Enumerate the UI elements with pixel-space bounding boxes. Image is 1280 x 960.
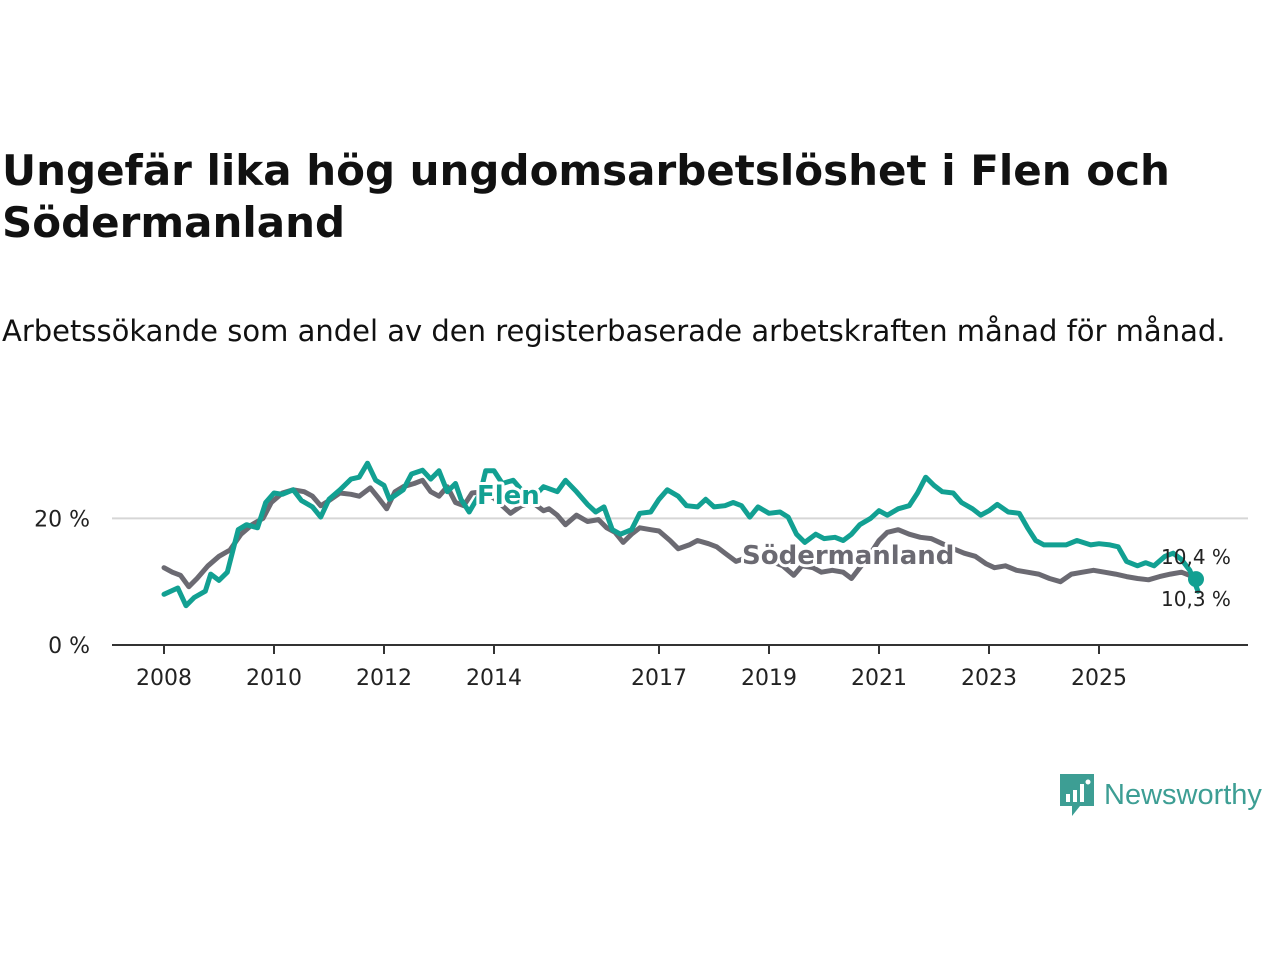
x-tick-label: 2014 <box>466 666 522 691</box>
series-label-sodermanland: Södermanland <box>742 541 954 571</box>
end-point-dot <box>1188 571 1204 588</box>
y-tick-label: 0 % <box>48 634 90 659</box>
line-chart: Flen Södermanland 10,4 % 10,3 % 0 % 20 % 2008… <box>34 460 1248 691</box>
newsworthy-logo: Newsworthy <box>1058 772 1262 818</box>
label-layer: Flen Södermanland 10,4 % 10,3 % <box>474 478 1231 611</box>
x-tick-label: 2023 <box>961 666 1017 691</box>
x-tick-label: 2008 <box>136 666 192 691</box>
chart-title: Ungefär lika hög ungdomsarbetslöshet i F… <box>2 146 1170 247</box>
newsworthy-icon <box>1060 774 1094 816</box>
chart-subtitle: Arbetssökande som andel av den registerb… <box>2 314 1226 348</box>
x-tick-label: 2021 <box>851 666 907 691</box>
brand-name: Newsworthy <box>1104 778 1262 811</box>
x-tick-label: 2025 <box>1071 666 1127 691</box>
x-tick-label: 2012 <box>356 666 412 691</box>
series-layer <box>161 460 1204 609</box>
end-value-label-flen: 10,4 % <box>1161 545 1231 569</box>
x-tick-label: 2017 <box>631 666 687 691</box>
axis-layer: 0 % 20 % 2008 2010 2012 2014 2017 2019 2021 2023 2… <box>34 507 1248 691</box>
series-label-flen: Flen <box>477 481 540 511</box>
x-tick-label: 2019 <box>741 666 797 691</box>
x-tick-label: 2010 <box>246 666 302 691</box>
series-line-flen <box>161 460 1201 609</box>
y-tick-label: 20 % <box>34 507 90 532</box>
end-value-label-sodermanland: 10,3 % <box>1161 587 1231 611</box>
